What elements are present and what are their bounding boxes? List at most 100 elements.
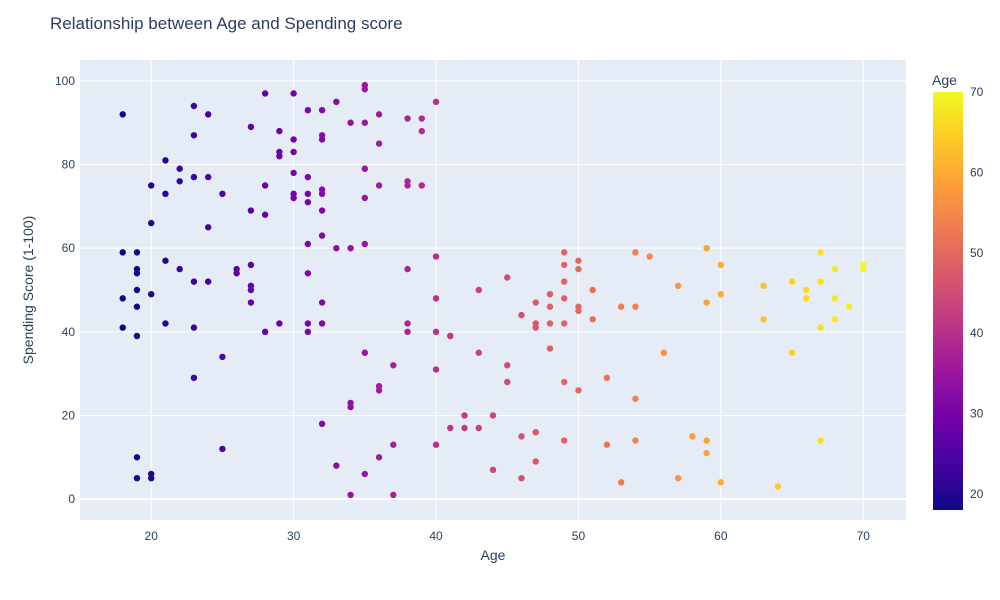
data-point xyxy=(703,299,710,306)
data-point xyxy=(404,320,411,327)
data-point xyxy=(148,474,155,482)
y-tick-label: 100 xyxy=(55,74,75,88)
data-point xyxy=(190,173,198,181)
data-point xyxy=(561,378,568,386)
data-point xyxy=(219,353,226,361)
data-point xyxy=(375,182,383,189)
data-point xyxy=(162,320,169,327)
data-point xyxy=(133,286,141,294)
data-point xyxy=(247,299,255,306)
x-tick-label: 50 xyxy=(572,529,586,543)
data-point xyxy=(204,173,212,181)
data-point xyxy=(617,303,625,310)
data-point xyxy=(532,428,539,436)
data-point xyxy=(432,253,440,260)
data-point xyxy=(404,328,411,336)
data-point xyxy=(361,86,369,93)
data-point xyxy=(261,90,269,97)
data-point xyxy=(817,324,824,331)
data-point xyxy=(276,152,283,160)
data-point xyxy=(119,111,126,118)
data-point xyxy=(546,345,554,352)
data-point xyxy=(347,403,354,411)
data-point xyxy=(304,106,312,114)
data-point xyxy=(375,387,383,394)
data-point xyxy=(803,286,810,294)
data-point xyxy=(133,303,141,310)
colorbar-title: Age xyxy=(932,72,957,88)
data-point xyxy=(318,232,326,239)
data-point xyxy=(148,219,155,227)
data-point xyxy=(318,106,326,114)
data-point xyxy=(418,115,425,122)
data-point xyxy=(290,169,297,177)
data-point xyxy=(290,136,297,143)
data-point xyxy=(561,261,568,269)
data-point xyxy=(361,165,369,172)
data-point xyxy=(561,320,568,327)
data-point xyxy=(133,332,141,340)
colorbar-tick-label: 60 xyxy=(970,165,984,179)
data-point xyxy=(788,349,796,356)
data-point xyxy=(432,98,440,106)
data-point xyxy=(646,253,653,260)
data-point xyxy=(504,274,511,281)
data-point xyxy=(318,207,326,214)
data-point xyxy=(418,182,425,189)
data-point xyxy=(575,387,582,394)
data-point xyxy=(133,270,141,277)
plot-background xyxy=(80,60,906,520)
data-point xyxy=(589,286,596,294)
data-point xyxy=(261,211,269,218)
data-point xyxy=(532,458,539,465)
data-point xyxy=(561,437,568,444)
data-point xyxy=(347,244,354,252)
data-point xyxy=(546,303,554,310)
data-point xyxy=(162,157,169,164)
data-point xyxy=(390,362,397,369)
data-point xyxy=(233,270,240,277)
data-point xyxy=(361,194,369,202)
y-tick-labels: 0 20 40 60 80 100 xyxy=(55,74,75,506)
data-point xyxy=(489,412,497,419)
data-point xyxy=(347,119,354,126)
data-point xyxy=(817,249,824,256)
data-point xyxy=(261,182,269,189)
data-point xyxy=(475,349,482,356)
colorbar-tick-labels: 20 30 40 50 60 70 xyxy=(970,85,984,501)
data-point xyxy=(133,249,141,256)
data-point xyxy=(404,182,411,189)
data-point xyxy=(760,282,767,290)
colorbar-tick-label: 30 xyxy=(970,407,984,421)
data-point xyxy=(788,278,796,285)
data-point xyxy=(418,127,425,135)
data-point xyxy=(817,278,824,285)
y-axis-title: Spending Score (1-100) xyxy=(20,216,36,365)
data-point xyxy=(504,378,511,386)
data-point xyxy=(333,244,340,252)
data-point xyxy=(276,320,283,327)
data-point xyxy=(561,295,568,302)
data-point xyxy=(404,265,411,273)
chart-title: Relationship between Age and Spending sc… xyxy=(50,14,403,33)
colorbar xyxy=(933,92,963,510)
data-point xyxy=(190,278,198,285)
data-point xyxy=(575,257,582,264)
data-point xyxy=(290,90,297,97)
x-axis-title: Age xyxy=(481,547,506,563)
x-tick-label: 20 xyxy=(145,529,159,543)
data-point xyxy=(148,182,155,189)
y-tick-label: 40 xyxy=(62,325,76,339)
data-point xyxy=(432,366,440,373)
data-point xyxy=(375,111,383,118)
data-point xyxy=(375,454,383,461)
data-point xyxy=(261,328,269,336)
data-point xyxy=(546,320,554,327)
data-point xyxy=(717,479,725,486)
data-point xyxy=(774,483,782,490)
data-point xyxy=(247,261,255,269)
data-point xyxy=(703,437,710,444)
data-point xyxy=(176,165,183,172)
colorbar-tick-label: 50 xyxy=(970,246,984,260)
colorbar-tick-label: 20 xyxy=(970,487,984,501)
